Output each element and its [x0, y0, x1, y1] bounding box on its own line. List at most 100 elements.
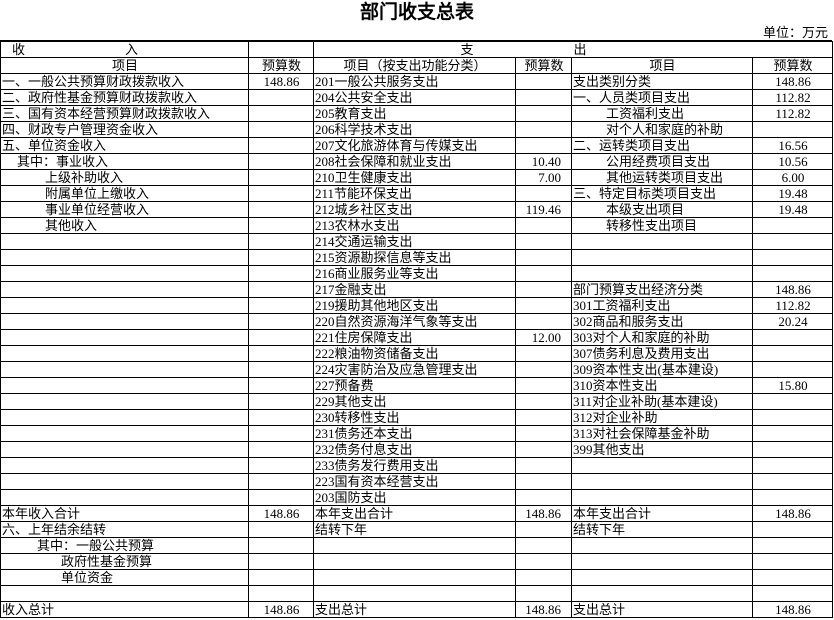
item-cell: 309资本性支出(基本建设): [571, 361, 753, 378]
item-cell: 311对企业补助(基本建设): [571, 393, 753, 410]
empty-cell: [0, 393, 249, 410]
item-cell: 231债务还本支出: [313, 425, 516, 442]
empty-cell: [571, 233, 753, 250]
table-row: 219援助其他地区支出 301工资福利支出 112.82: [0, 297, 834, 314]
empty-cell: [515, 521, 572, 538]
table-row: 收入总计 148.86 支出总计 148.86 支出总计 148.86: [0, 601, 834, 618]
empty-cell: [515, 361, 572, 378]
table-row: 三、国有资本经营预算财政拨款收入 205教育支出 工资福利支出 112.82: [0, 105, 834, 122]
item-cell: 303对个人和家庭的补助: [571, 329, 753, 346]
empty-cell: [751, 265, 834, 282]
table-body: 收入 支出 项目 预算数 项目（按支出功能分类） 预算数 项目 预算数 一、一般公共预算财政拨款…: [0, 41, 834, 618]
amount-cell: 148.86: [751, 505, 834, 522]
item-cell: 本年支出合计: [313, 505, 516, 522]
item-cell: 208社会保障和就业支出: [313, 153, 516, 170]
empty-cell: [515, 489, 572, 506]
item-cell: 213农林水支出: [313, 217, 516, 234]
item-cell: 二、运转类项目支出: [571, 137, 753, 154]
item-cell: 232债务付息支出: [313, 441, 516, 458]
table-row: 其中：一般公共预算: [0, 537, 834, 554]
table-row: 221住房保障支出 12.00 303对个人和家庭的补助: [0, 329, 834, 346]
empty-cell: [248, 585, 314, 602]
empty-cell: [751, 249, 834, 266]
empty-cell: [515, 569, 572, 586]
amount-cell: 6.00: [751, 169, 834, 186]
empty-cell: [571, 249, 753, 266]
empty-cell: [248, 569, 314, 586]
item-cell: 207文化旅游体育与传媒支出: [313, 137, 516, 154]
item-cell: 一、一般公共预算财政拨款收入: [0, 73, 249, 90]
column-header: 预算数: [515, 57, 572, 74]
empty-cell: [0, 329, 249, 346]
empty-cell: [0, 361, 249, 378]
empty-cell: [515, 457, 572, 474]
column-header: 预算数: [248, 57, 314, 74]
amount-cell: 15.80: [751, 377, 834, 394]
column-header: 项目（按支出功能分类）: [313, 57, 516, 74]
item-cell: 四、财政专户管理资金收入: [0, 121, 249, 138]
item-cell: 其他收入: [0, 217, 249, 234]
amount-cell: 148.86: [751, 73, 834, 90]
empty-cell: [515, 377, 572, 394]
empty-cell: [248, 297, 314, 314]
amount-cell: 148.86: [751, 281, 834, 298]
empty-cell: [248, 553, 314, 570]
item-cell: 307债务利息及费用支出: [571, 345, 753, 362]
empty-cell: [515, 121, 572, 138]
item-cell: 301工资福利支出: [571, 297, 753, 314]
item-cell: 227预备费: [313, 377, 516, 394]
amount-cell: 19.48: [751, 201, 834, 218]
empty-cell: [515, 89, 572, 106]
item-cell: 支出总计: [571, 601, 753, 618]
table-row: 其中：事业收入 208社会保障和就业支出 10.40 公用经费项目支出 10.56: [0, 153, 834, 170]
empty-cell: [515, 537, 572, 554]
empty-cell: [751, 425, 834, 442]
item-cell: 210卫生健康支出: [313, 169, 516, 186]
amount-cell: 19.48: [751, 185, 834, 202]
empty-cell: [248, 41, 314, 58]
table-row: 230转移性支出 312对企业补助: [0, 409, 834, 426]
amount-cell: 10.56: [751, 153, 834, 170]
item-cell: 203国防支出: [313, 489, 516, 506]
table-row: 215资源勘探信息等支出: [0, 249, 834, 266]
item-cell: 二、政府性基金预算财政拨款收入: [0, 89, 249, 106]
empty-cell: [515, 345, 572, 362]
empty-cell: [751, 361, 834, 378]
empty-cell: [0, 297, 249, 314]
empty-cell: [515, 585, 572, 602]
empty-cell: [515, 441, 572, 458]
empty-cell: [515, 313, 572, 330]
item-cell: 五、单位资金收入: [0, 137, 249, 154]
item-cell: 支出类别分类: [571, 73, 753, 90]
item-cell: 229其他支出: [313, 393, 516, 410]
item-cell: 三、特定目标类项目支出: [571, 185, 753, 202]
table-row: 233债务发行费用支出: [0, 457, 834, 474]
empty-cell: [248, 489, 314, 506]
item-cell: 收入总计: [0, 601, 249, 618]
empty-cell: [0, 489, 249, 506]
empty-cell: [515, 473, 572, 490]
amount-cell: 148.86: [751, 601, 834, 618]
table-row: 其他收入 213农林水支出 转移性支出项目: [0, 217, 834, 234]
empty-cell: [751, 217, 834, 234]
empty-cell: [248, 457, 314, 474]
empty-cell: [515, 249, 572, 266]
unit-label: 单位：万元: [0, 25, 832, 41]
empty-cell: [515, 409, 572, 426]
table-row: 227预备费 310资本性支出 15.80: [0, 377, 834, 394]
item-cell: 221住房保障支出: [313, 329, 516, 346]
item-cell: 其中：一般公共预算: [0, 537, 249, 554]
empty-cell: [248, 537, 314, 554]
item-cell: 结转下年: [313, 521, 516, 538]
item-cell: 结转下年: [571, 521, 753, 538]
table-row: 五、单位资金收入 207文化旅游体育与传媒支出 二、运转类项目支出 16.56: [0, 137, 834, 154]
empty-cell: [248, 361, 314, 378]
item-cell: 单位资金: [0, 569, 249, 586]
item-cell: 204公共安全支出: [313, 89, 516, 106]
amount-cell: 148.86: [515, 505, 572, 522]
empty-cell: [248, 425, 314, 442]
item-cell: 313对社会保障基金补助: [571, 425, 753, 442]
empty-cell: [751, 473, 834, 490]
empty-cell: [751, 393, 834, 410]
